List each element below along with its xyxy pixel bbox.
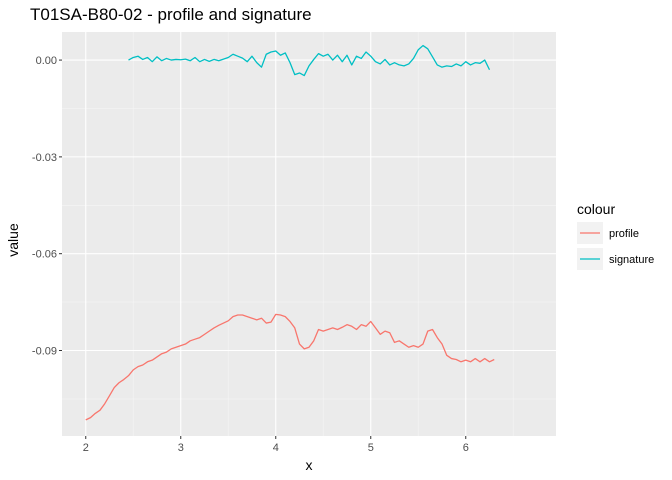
legend-label-profile: profile xyxy=(609,228,639,240)
legend-label-signature: signature xyxy=(609,254,654,266)
y-tick-label: -0.09 xyxy=(32,345,57,357)
y-tick-label: -0.06 xyxy=(32,249,57,261)
major-gridlines xyxy=(62,32,556,436)
x-tick-label: 6 xyxy=(463,442,469,454)
y-tick-label: -0.03 xyxy=(32,152,57,164)
x-tick-label: 5 xyxy=(368,442,374,454)
x-tick-label: 3 xyxy=(178,442,184,454)
legend: colour profile signature xyxy=(577,201,654,270)
chart-title: T01SA-B80-02 - profile and signature xyxy=(30,5,312,24)
plot-panel xyxy=(62,32,556,436)
x-axis: 2 3 4 5 6 xyxy=(83,436,469,454)
x-axis-title: x xyxy=(306,457,313,473)
series-lines xyxy=(85,44,495,421)
y-axis: 0.00 -0.03 -0.06 -0.09 xyxy=(32,55,62,357)
legend-title: colour xyxy=(577,201,615,217)
x-tick-label: 4 xyxy=(273,442,279,454)
y-tick-label: 0.00 xyxy=(36,55,57,67)
minor-gridlines xyxy=(62,32,556,436)
x-tick-label: 2 xyxy=(83,442,89,454)
series-line-profile xyxy=(85,313,495,421)
series-line-signature xyxy=(128,44,491,77)
y-axis-title: value xyxy=(5,223,21,257)
